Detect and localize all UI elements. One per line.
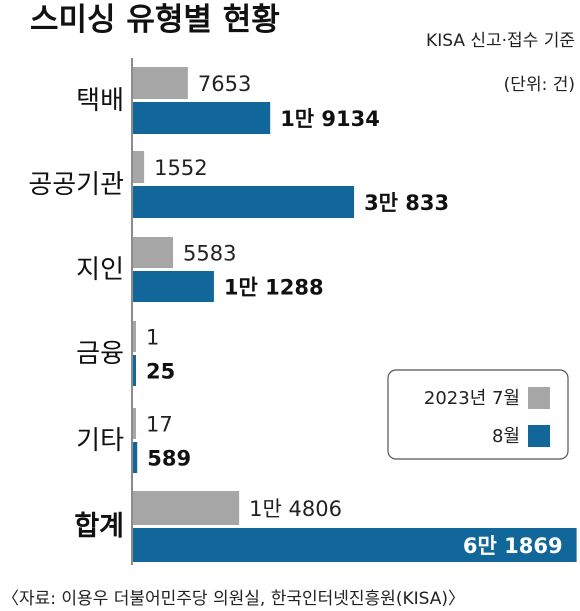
bar-prev-row-2 [133,237,174,268]
bar-curr-row-2 [133,271,214,302]
category-label-row-3: 금융 [76,339,124,369]
category-label-row-2: 지인 [76,255,124,285]
bar-prev-row-1 [133,151,145,183]
value-label-curr-row-2: 1만 1288 [224,276,324,300]
legend-box [387,369,569,460]
category-label-row-1: 공공기관 [28,170,124,200]
legend-label-prev: 2023년 7월 [424,388,520,409]
legend-label-curr: 8월 [492,426,520,447]
bar-curr-row-4 [133,442,138,473]
unit-label: (단위: 건) [504,75,575,95]
source-note: 〈자료: 이용우 더불어민주당 의원실, 한국인터넷진흥원(KISA)〉 [2,589,465,609]
bar-curr-row-3 [133,355,136,386]
value-label-prev-row-1: 1552 [154,156,207,180]
category-label-row-0: 택배 [76,86,124,116]
value-label-prev-row-3: 1 [146,326,159,350]
bar-prev-row-3 [133,321,136,352]
chart-subtitle: KISA 신고·접수 기준 [426,31,575,51]
bar-prev-row-5 [133,491,240,525]
bar-curr-row-1 [133,186,355,218]
value-label-prev-row-5: 1만 4806 [249,497,342,521]
bar-curr-row-0 [133,102,271,134]
value-label-curr-row-4: 589 [147,447,191,471]
value-label-curr-row-5: 6만 1869 [463,534,563,558]
chart-title: 스미싱 유형별 현황 [30,2,280,38]
bar-prev-row-4 [133,408,136,439]
value-label-curr-row-3: 25 [146,360,175,384]
bar-prev-row-0 [133,67,188,99]
value-label-prev-row-2: 5583 [183,242,236,266]
value-label-prev-row-4: 17 [146,413,173,437]
category-label-row-4: 기타 [76,426,124,456]
bars: 택배 7653 1만 9134 공공기관 1552 3만 833 지인 5583 1만 1288… [28,67,577,562]
legend-swatch-prev [528,387,550,409]
value-label-curr-row-1: 3만 833 [364,191,449,215]
bar-curr-row-5 [133,528,577,562]
legend: 2023년 7월 8월 [387,369,569,460]
legend-swatch-curr [528,425,550,447]
value-label-curr-row-0: 1만 9134 [280,107,380,131]
category-label-row-5: 합계 [74,511,124,542]
value-label-prev-row-0: 7653 [198,72,251,96]
